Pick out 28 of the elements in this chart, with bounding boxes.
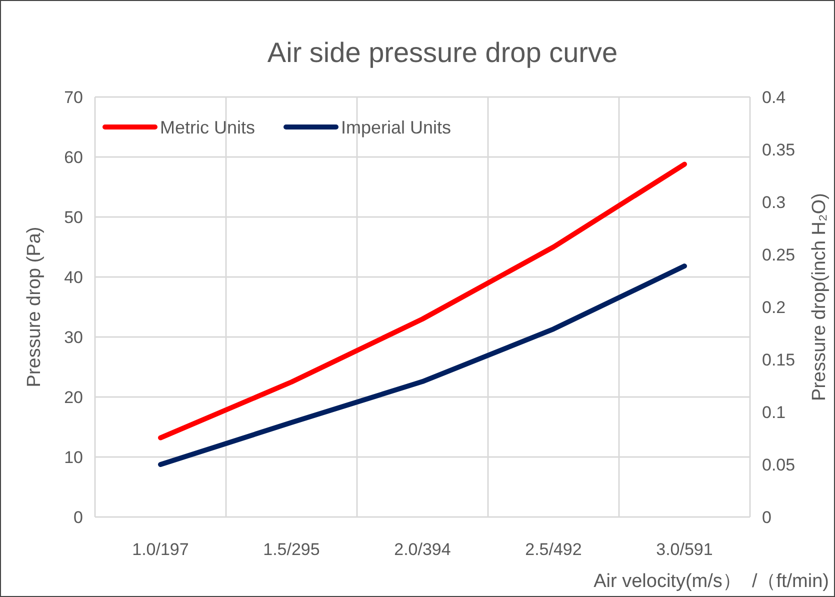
y-tick-label: 20 — [64, 388, 83, 407]
y2-tick-label: 0.25 — [762, 245, 796, 264]
x-tick-label: 3.0/591 — [656, 540, 713, 559]
y2-tick-label: 0.1 — [762, 402, 786, 422]
y-tick-label: 40 — [64, 268, 83, 287]
legend-label: Imperial Units — [341, 117, 452, 138]
y-tick-label: 70 — [64, 88, 83, 107]
y-axis-title: Pressure drop (Pa) — [24, 226, 45, 388]
chart-title: Air side pressure drop curve — [267, 37, 618, 68]
y2-tick-label: 0.05 — [762, 455, 796, 474]
x-tick-label: 2.0/394 — [394, 540, 451, 559]
y2-tick-label: 0.35 — [762, 140, 796, 160]
legend-label: Metric Units — [160, 117, 256, 138]
y2-tick-label: 0.4 — [762, 88, 786, 107]
y-tick-label: 50 — [64, 208, 83, 227]
x-axis-title: Air velocity(m/s） /（ft/min) — [594, 571, 829, 592]
x-tick-label: 2.5/492 — [525, 540, 582, 559]
y2-tick-label: 0.15 — [762, 350, 796, 370]
y-tick-label: 60 — [64, 148, 83, 167]
x-tick-label: 1.5/295 — [263, 540, 320, 559]
y2-axis-title: Pressure drop(inch H₂O) — [809, 193, 830, 401]
y-tick-label: 30 — [64, 328, 83, 347]
x-tick-label: 1.0/197 — [132, 540, 189, 559]
y-tick-label: 0 — [74, 508, 83, 527]
y2-tick-label: 0.3 — [762, 192, 786, 212]
y2-tick-label: 0.2 — [762, 298, 786, 317]
y-tick-label: 10 — [64, 448, 83, 467]
y2-tick-label: 0 — [762, 508, 772, 527]
